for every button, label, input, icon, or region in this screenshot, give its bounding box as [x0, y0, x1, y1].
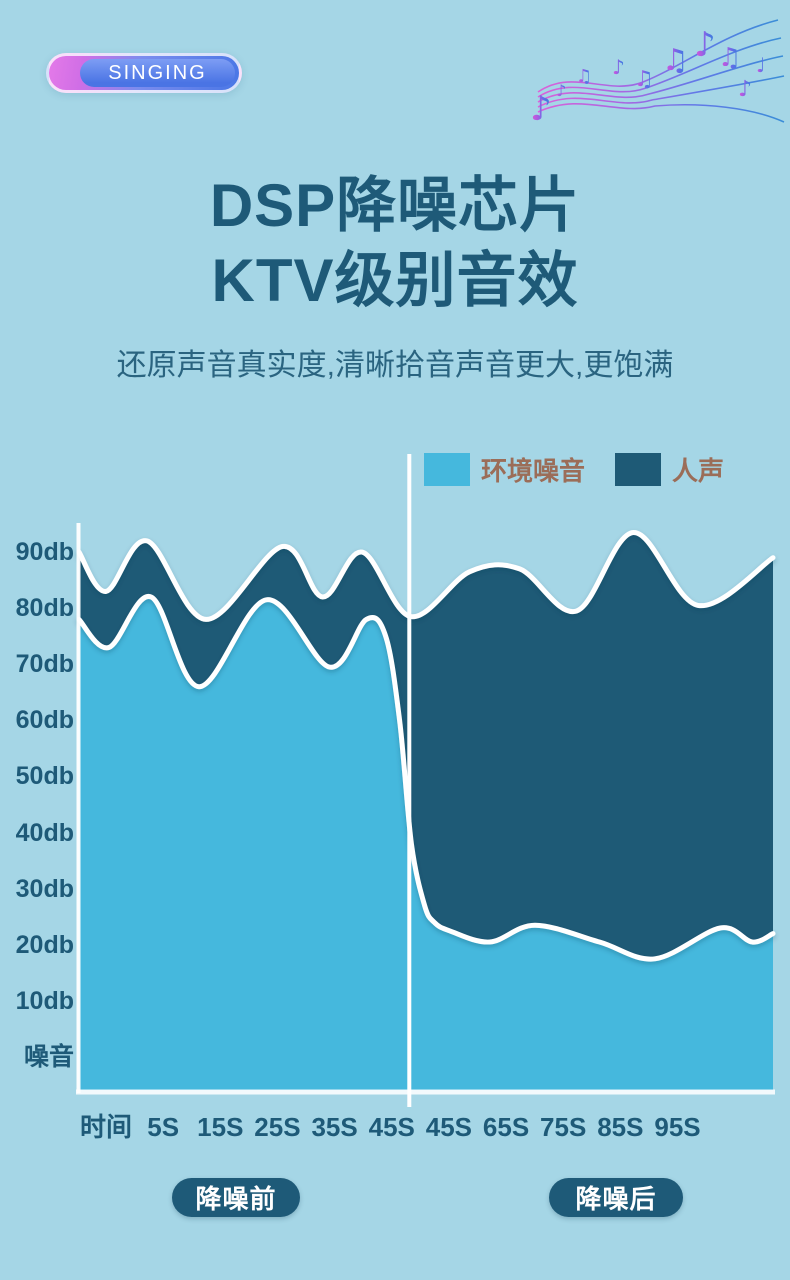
legend-item-1: 人声 [615, 451, 724, 488]
svg-text:♫: ♫ [634, 67, 654, 92]
x-tick-label: 时间 [79, 1112, 133, 1142]
y-tick-label: 10db [15, 986, 74, 1015]
after-noise-reduction-pill: 降噪后 [549, 1178, 683, 1217]
music-notes-icon: ♪ ♪ ♫ ♪ ♫ ♫ ♪ ♫ ♪ ♩ [530, 19, 785, 129]
svg-text:♪: ♪ [530, 89, 552, 129]
svg-text:♪: ♪ [612, 55, 625, 79]
singing-badge-inner: SINGING [80, 59, 235, 87]
singing-badge: SINGING [46, 53, 242, 93]
y-tick-label: 40db [15, 818, 74, 847]
y-tick-label: 90db [15, 538, 74, 566]
page-title-line2: KTV级别音效 [211, 247, 579, 314]
x-tick-label: 45S [425, 1112, 473, 1142]
x-tick-label: 95S [654, 1112, 701, 1142]
page-title-line1: DSP降噪芯片 [209, 172, 581, 239]
x-tick-label: 15S [197, 1112, 244, 1142]
legend-swatch-icon [615, 453, 662, 486]
legend-label: 人声 [672, 456, 725, 486]
x-tick-label: 45S [368, 1112, 415, 1142]
y-tick-label: 20db [15, 930, 74, 959]
x-tick-label: 85S [597, 1112, 644, 1142]
svg-text:♩: ♩ [756, 53, 765, 77]
svg-text:♪: ♪ [694, 25, 716, 65]
legend-label: 环境噪音 [481, 456, 586, 486]
before-noise-reduction-pill: 降噪前 [172, 1178, 300, 1217]
singing-badge-label: SINGING [108, 61, 207, 84]
x-tick-label: 35S [311, 1112, 358, 1142]
y-tick-label: 噪音 [23, 1042, 74, 1071]
y-tick-label: 60db [15, 706, 74, 735]
y-tick-label: 70db [15, 650, 74, 679]
legend-swatch-icon [424, 453, 470, 486]
x-tick-label: 5S [147, 1112, 180, 1142]
svg-text:♪: ♪ [556, 81, 566, 100]
chart-legend: 环境噪音 人声 [424, 451, 724, 488]
svg-text:♪: ♪ [738, 77, 752, 102]
legend-item-0: 环境噪音 [424, 451, 585, 488]
svg-text:♫: ♫ [576, 66, 592, 87]
y-tick-label: 80db [15, 594, 74, 623]
page-title: DSP降噪芯片 KTV级别音效 [0, 168, 790, 318]
x-tick-label: 65S [482, 1112, 530, 1142]
svg-text:♫: ♫ [718, 43, 741, 73]
x-tick-label: 75S [540, 1112, 587, 1142]
y-tick-label: 50db [15, 762, 74, 791]
noise-area [79, 596, 773, 1090]
y-tick-label: 30db [15, 874, 74, 903]
svg-text:♫: ♫ [662, 43, 689, 78]
x-tick-label: 25S [254, 1112, 301, 1142]
voice-curve-line [76, 529, 776, 622]
page-subtitle: 还原声音真实度,清晰拾音声音更大,更饱满 [116, 349, 674, 382]
